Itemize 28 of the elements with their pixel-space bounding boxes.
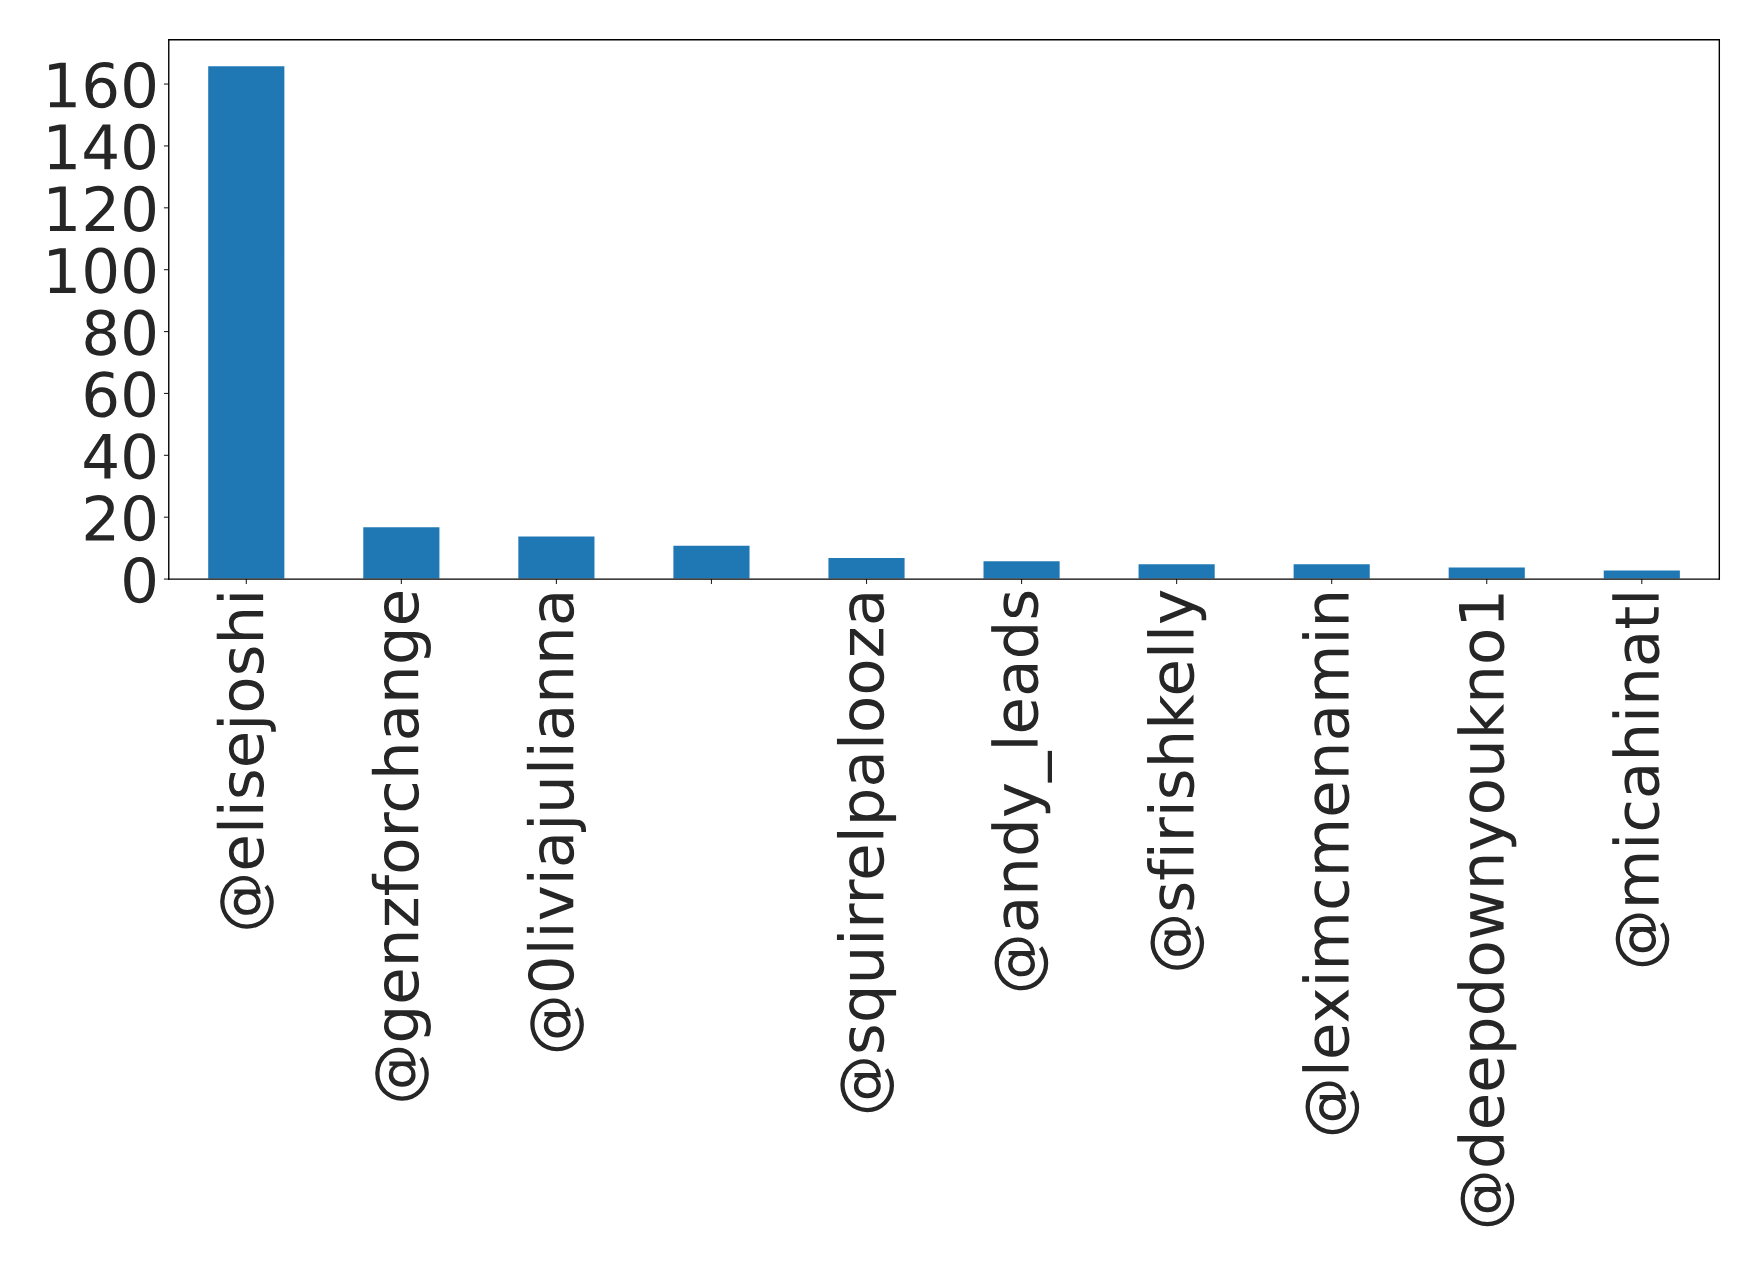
y-tick-label: 140 bbox=[49, 123, 155, 171]
y-tick-label: 0 bbox=[124, 556, 155, 604]
x-tick-label: @micahinatl bbox=[1612, 594, 1670, 967]
y-tick-label: 80 bbox=[85, 309, 155, 356]
bar bbox=[827, 556, 906, 580]
x-tick-label: @deepdownyoukno1 bbox=[1457, 594, 1517, 1227]
x-tick-label: @sfirishkelly bbox=[1147, 590, 1207, 970]
bar bbox=[206, 64, 286, 580]
x-tick-label: @0liviajulianna bbox=[526, 594, 586, 1052]
x-tick-label: @squirrelpalooza bbox=[836, 594, 897, 1113]
y-tick-label: 100 bbox=[49, 247, 155, 294]
y-tick-label: 20 bbox=[85, 495, 155, 542]
y-tick-label: 160 bbox=[49, 61, 155, 109]
bar bbox=[1292, 562, 1372, 580]
bar bbox=[982, 559, 1062, 580]
y-tick-label: 120 bbox=[49, 185, 155, 232]
bar bbox=[1137, 562, 1217, 580]
x-tick-label: @elisejoshi bbox=[216, 594, 276, 929]
y-tick-label: 60 bbox=[85, 371, 155, 418]
y-tick-label: 40 bbox=[84, 433, 155, 480]
x-tick-label: @andy_leads bbox=[991, 591, 1052, 991]
x-tick-label: @leximcmenamin bbox=[1302, 593, 1360, 1135]
bar bbox=[516, 535, 596, 580]
x-tick-label: @genzforchange bbox=[371, 592, 431, 1101]
bar bbox=[1602, 569, 1682, 580]
bar bbox=[1447, 566, 1527, 580]
bar bbox=[672, 544, 751, 580]
bar bbox=[361, 525, 441, 580]
